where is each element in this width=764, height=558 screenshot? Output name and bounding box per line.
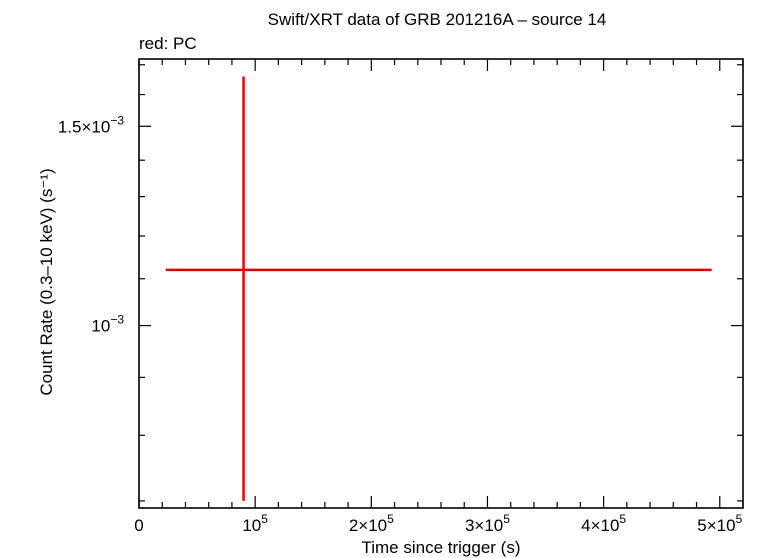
y-tick-label: 10−3 [91, 313, 124, 336]
data-series [165, 76, 712, 501]
x-tick-label: 0 [134, 516, 143, 535]
chart-title: Swift/XRT data of GRB 201216A – source 1… [268, 10, 607, 29]
x-tick-label-mantissa: 10 [242, 516, 261, 535]
x-tick-label: 4×105 [581, 512, 626, 535]
plot-frame [138, 58, 744, 509]
x-tick-label-mantissa: 0 [134, 516, 143, 535]
x-tick-label-mantissa: 2×10 [349, 516, 387, 535]
x-tick-label-exponent: 5 [387, 512, 394, 526]
x-tick-labels: 0 105 2×105 3×105 4×105 5×105 [134, 512, 742, 535]
x-tick-label-mantissa: 3×10 [465, 516, 503, 535]
x-tick-label: 2×105 [349, 512, 394, 535]
y-tick-label-exponent: −3 [110, 113, 124, 127]
x-tick-label-mantissa: 5×10 [697, 516, 735, 535]
x-tick-label: 105 [242, 512, 268, 535]
chart-subtitle: red: PC [139, 34, 197, 53]
axis-ticks [138, 59, 744, 508]
y-axis-label: Count Rate (0.3–10 keV) (s⁻¹) [37, 168, 56, 395]
x-tick-label-exponent: 5 [619, 512, 626, 526]
y-tick-label: 1.5×10−3 [58, 113, 124, 136]
x-tick-label: 5×105 [697, 512, 742, 535]
x-tick-label-exponent: 5 [261, 512, 268, 526]
x-tick-label-exponent: 5 [503, 512, 510, 526]
y-tick-label-exponent: −3 [110, 313, 124, 327]
x-axis-label: Time since trigger (s) [361, 538, 520, 557]
x-tick-label-mantissa: 4×10 [581, 516, 619, 535]
x-tick-label: 3×105 [465, 512, 510, 535]
y-tick-labels: 10−31.5×10−3 [58, 113, 124, 335]
y-tick-label-mantissa: 10 [91, 317, 110, 336]
x-tick-label-exponent: 5 [736, 512, 743, 526]
y-tick-label-mantissa: 1.5×10 [58, 117, 110, 136]
